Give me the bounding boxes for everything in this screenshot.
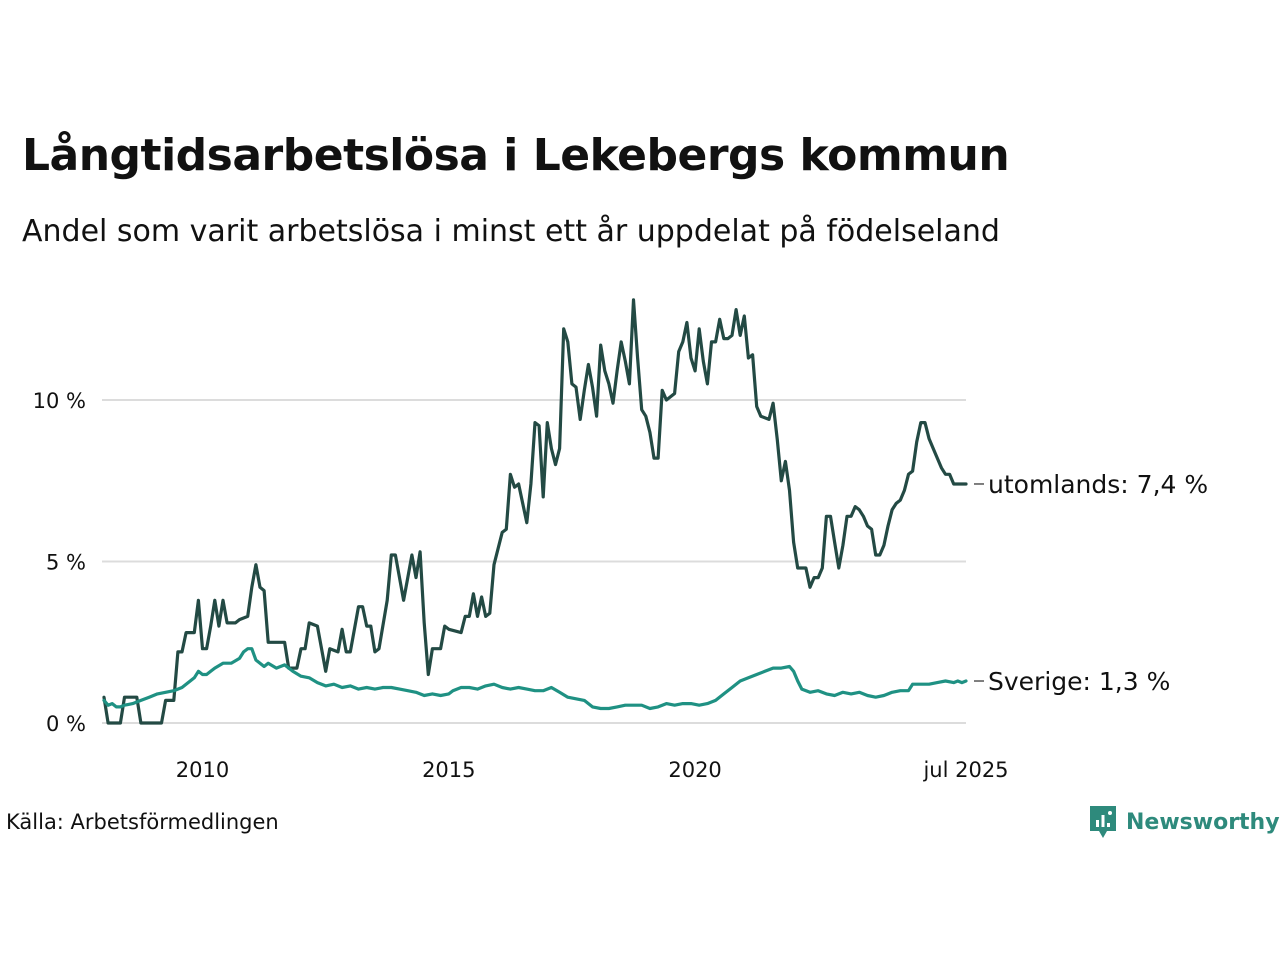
brand-logo[interactable]: Newsworthy [1088, 804, 1280, 840]
series-line-utomlands [102, 298, 968, 725]
x-tick-label: 2010 [176, 758, 229, 782]
y-tick-label: 10 % [33, 389, 86, 413]
series-line-sverige [102, 647, 968, 711]
y-tick-label: 0 % [46, 712, 86, 736]
end-label-utomlands: utomlands: 7,4 % [988, 470, 1208, 499]
x-tick-label: 2020 [668, 758, 721, 782]
end-labels: utomlands: 7,4 % Sverige: 1,3 % [974, 470, 1208, 696]
axis-labels: 0 % 5 % 10 % 2010 2015 2020 jul 2025 [33, 389, 1009, 782]
chart-subtitle: Andel som varit arbetslösa i minst ett å… [22, 214, 1000, 249]
source-note: Källa: Arbetsförmedlingen [6, 810, 279, 834]
y-tick-label: 5 % [46, 551, 86, 575]
newsworthy-logo-icon [1090, 806, 1116, 838]
x-tick-label: 2015 [422, 758, 475, 782]
chart-title: Långtidsarbetslösa i Lekebergs kommun [22, 130, 1010, 181]
series-lines [102, 298, 968, 725]
end-label-sverige: Sverige: 1,3 % [988, 667, 1170, 696]
brand-name: Newsworthy [1126, 809, 1280, 835]
x-tick-label: jul 2025 [922, 758, 1008, 782]
